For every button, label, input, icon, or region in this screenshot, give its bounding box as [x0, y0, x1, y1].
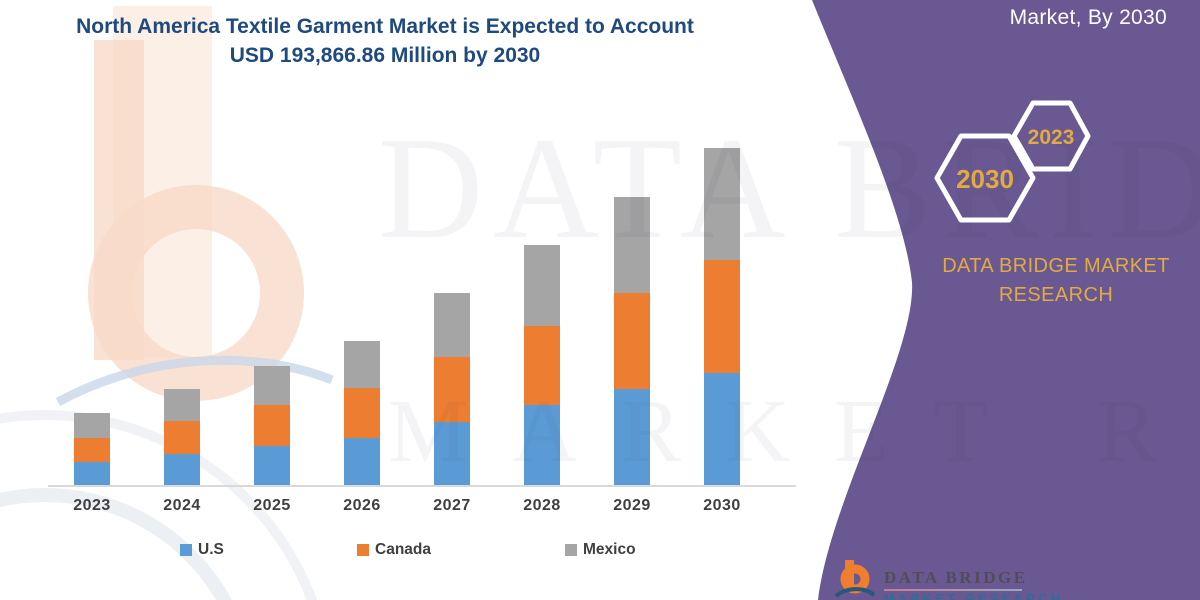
footer-logo-line1: DATA BRIDGE	[884, 568, 1028, 587]
bar-2023-canada	[74, 438, 110, 462]
bar-2024	[164, 389, 200, 485]
data-bridge-logo-icon	[835, 560, 875, 598]
bar-2030	[704, 148, 740, 485]
x-tick-2030: 2030	[703, 497, 741, 514]
legend-label: Canada	[375, 541, 431, 558]
chart-title-line2: USD 193,866.86 Million by 2030	[229, 44, 541, 68]
bar-2023-mexico	[74, 413, 110, 438]
bar-2029	[614, 197, 650, 485]
x-tick-2027: 2027	[433, 497, 471, 514]
bar-2027-canada	[434, 357, 470, 422]
legend-item-mexico: Mexico	[565, 541, 636, 559]
bar-2030-canada	[704, 260, 740, 373]
x-tick-2026: 2026	[343, 497, 381, 514]
bar-2027-mexico	[434, 293, 470, 357]
bar-2028	[524, 245, 560, 485]
x-axis-line	[48, 485, 796, 487]
bar-2030-us	[704, 373, 740, 485]
brand-name-line2: RESEARCH	[998, 284, 1114, 306]
legend-label: U.S	[198, 541, 224, 558]
x-tick-2029: 2029	[613, 497, 651, 514]
bar-2028-mexico	[524, 245, 560, 326]
x-tick-2028: 2028	[523, 497, 561, 514]
legend-swatch-icon	[565, 544, 577, 556]
bar-2026	[344, 341, 380, 485]
footer-logo: DATA BRIDGE MARKET RESEARCH	[835, 560, 1064, 600]
brand-name: DATA BRIDGE MARKET RESEARCH	[928, 252, 1184, 310]
bar-2024-mexico	[164, 389, 200, 421]
legend-label: Mexico	[583, 541, 636, 558]
bar-2026-us	[344, 438, 380, 485]
footer-logo-line2: MARKET RESEARCH	[884, 592, 1064, 600]
bar-2025	[254, 366, 290, 485]
bar-2024-canada	[164, 421, 200, 454]
legend-item-canada: Canada	[357, 541, 431, 559]
x-tick-2025: 2025	[253, 497, 291, 514]
bar-2024-us	[164, 454, 200, 485]
panel-caption: Market, By 2030	[1009, 6, 1167, 29]
bar-2026-mexico	[344, 341, 380, 388]
bar-2023	[74, 413, 110, 485]
bar-2027-us	[434, 422, 470, 485]
chart-title: North America Textile Garment Market is …	[40, 12, 730, 71]
bar-2025-us	[254, 446, 290, 485]
bar-2028-canada	[524, 326, 560, 405]
footer-logo-rule	[884, 589, 1022, 591]
bar-2025-canada	[254, 405, 290, 446]
bar-2023-us	[74, 462, 110, 485]
x-tick-2024: 2024	[163, 497, 201, 514]
brand-name-line1: DATA BRIDGE MARKET	[942, 255, 1170, 277]
bar-2026-canada	[344, 388, 380, 438]
bar-2030-mexico	[704, 148, 740, 260]
chart-title-line1: North America Textile Garment Market is …	[76, 15, 694, 38]
bar-2028-us	[524, 405, 560, 485]
bar-2029-us	[614, 389, 650, 485]
legend-swatch-icon	[357, 544, 369, 556]
bar-2029-canada	[614, 293, 650, 389]
legend-item-us: U.S	[180, 541, 224, 559]
bar-2025-mexico	[254, 366, 290, 405]
legend-swatch-icon	[180, 544, 192, 556]
bar-2029-mexico	[614, 197, 650, 293]
bar-2027	[434, 293, 470, 485]
x-tick-2023: 2023	[73, 497, 111, 514]
